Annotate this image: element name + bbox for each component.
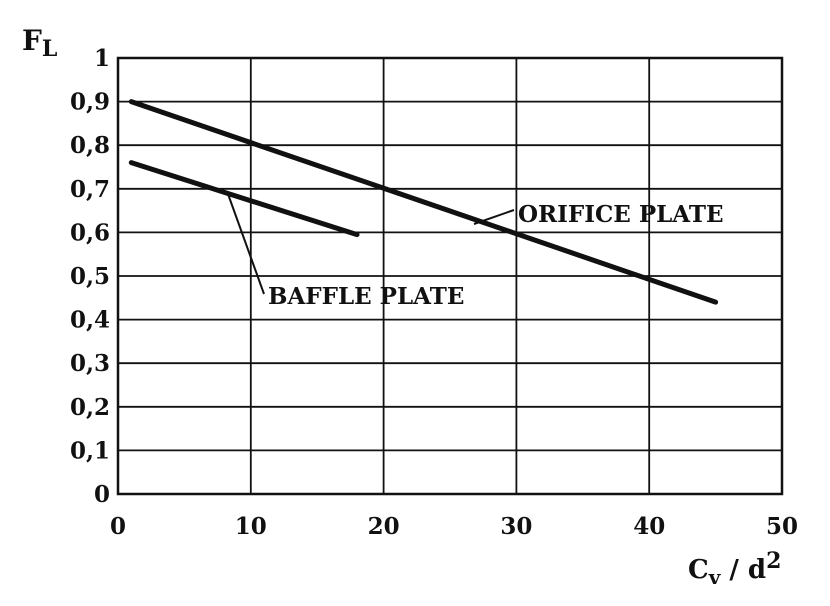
x-axis-title-sup: 2 — [766, 548, 781, 574]
x-axis-title: Cv / d2 — [688, 548, 781, 589]
y-tick-labels: 0 0,1 0,2 0,3 0,4 0,5 0,6 0,7 0,8 0,9 1 — [70, 45, 110, 508]
x-tick-label: 0 — [110, 513, 126, 540]
x-axis-title-mid: / d — [720, 555, 766, 585]
orifice-plate-label: ORIFICE PLATE — [518, 201, 724, 228]
x-tick-label: 30 — [500, 513, 532, 540]
y-tick-label: 0,6 — [70, 219, 110, 246]
y-tick-label: 0,8 — [70, 132, 110, 159]
y-tick-label: 0,7 — [70, 176, 110, 203]
plot-frame — [116, 56, 784, 496]
baffle-plate-label: BAFFLE PLATE — [268, 283, 464, 310]
x-axis-title-main: C — [688, 555, 709, 585]
x-tick-label: 10 — [235, 513, 267, 540]
y-axis-title: FL — [22, 24, 57, 62]
y-tick-label: 0 — [94, 481, 110, 508]
baffle-plate-line — [128, 160, 360, 238]
baffle-plate-leader — [227, 193, 265, 295]
y-tick-label: 1 — [94, 45, 110, 72]
grid-lines — [117, 57, 783, 495]
x-tick-label: 20 — [368, 513, 400, 540]
orifice-plate-leader — [473, 209, 515, 225]
y-tick-label: 0,1 — [70, 437, 110, 464]
y-tick-label: 0,5 — [70, 263, 110, 290]
y-tick-label: 0,3 — [70, 350, 110, 377]
y-axis-title-main: F — [22, 24, 42, 57]
orifice-plate-line — [128, 99, 719, 305]
y-tick-label: 0,9 — [70, 89, 110, 116]
x-tick-label: 40 — [633, 513, 665, 540]
x-tick-label: 50 — [766, 513, 798, 540]
y-tick-label: 0,2 — [70, 394, 110, 421]
x-tick-labels: 0 10 20 30 40 50 — [110, 513, 798, 540]
x-axis-title-sub: v — [708, 565, 722, 589]
y-axis-title-sub: L — [42, 36, 57, 62]
series-lines — [128, 99, 719, 305]
y-tick-label: 0,4 — [70, 307, 110, 334]
